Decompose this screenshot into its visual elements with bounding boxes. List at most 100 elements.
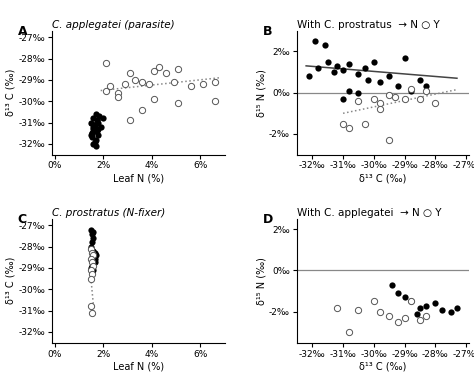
Point: [90, 252, 97, 258]
Point: [87, 265, 95, 271]
Point: [138, 79, 146, 85]
Point: [370, 96, 378, 102]
Point: [90, 229, 97, 235]
Point: [90, 263, 97, 269]
Point: [87, 267, 95, 273]
Point: [453, 305, 461, 311]
Point: [89, 231, 96, 237]
Point: [407, 87, 415, 94]
Y-axis label: δ¹⁵ N (‰): δ¹⁵ N (‰): [256, 69, 266, 117]
Point: [355, 90, 362, 96]
Point: [432, 100, 439, 106]
Point: [89, 271, 96, 278]
Point: [174, 66, 182, 72]
Point: [187, 83, 194, 89]
Point: [422, 84, 430, 90]
X-axis label: δ¹³ C (‰): δ¹³ C (‰): [359, 173, 407, 183]
Point: [361, 121, 368, 127]
Point: [100, 115, 107, 121]
Y-axis label: δ¹⁵ N (‰): δ¹⁵ N (‰): [256, 257, 266, 305]
Point: [389, 282, 396, 288]
Point: [401, 55, 409, 61]
Point: [422, 303, 430, 309]
Text: With C. prostratus  → N ○ Y: With C. prostratus → N ○ Y: [297, 20, 440, 30]
Y-axis label: δ¹³ C (‰): δ¹³ C (‰): [6, 69, 16, 116]
Point: [87, 303, 95, 310]
Point: [376, 106, 384, 112]
Point: [211, 79, 219, 85]
Point: [94, 119, 102, 126]
Point: [385, 73, 393, 79]
Text: C. prostratus (N-fixer): C. prostratus (N-fixer): [52, 208, 165, 218]
Point: [96, 113, 103, 119]
Point: [174, 100, 182, 106]
Point: [94, 132, 102, 139]
Point: [401, 96, 409, 102]
Point: [107, 83, 114, 89]
Point: [87, 276, 95, 282]
Point: [305, 73, 313, 79]
Point: [89, 250, 96, 256]
Point: [346, 329, 353, 335]
Point: [333, 63, 341, 69]
Point: [346, 87, 353, 94]
Text: C: C: [18, 213, 27, 226]
Point: [89, 239, 96, 246]
Point: [146, 81, 153, 87]
Point: [432, 300, 439, 306]
Point: [407, 85, 415, 92]
Point: [92, 111, 100, 117]
Point: [155, 64, 163, 70]
Point: [87, 226, 95, 233]
Point: [150, 68, 158, 74]
Point: [211, 98, 219, 104]
Text: B: B: [263, 25, 272, 38]
Point: [361, 65, 368, 71]
Point: [339, 96, 347, 102]
Point: [90, 261, 97, 267]
Point: [90, 126, 97, 132]
Point: [89, 134, 96, 141]
Point: [370, 59, 378, 65]
Y-axis label: δ¹³ C (‰): δ¹³ C (‰): [6, 257, 16, 305]
Point: [170, 79, 177, 85]
Point: [416, 305, 424, 311]
Point: [339, 67, 347, 73]
Point: [438, 306, 446, 313]
Point: [89, 258, 96, 264]
Point: [315, 65, 322, 71]
Point: [89, 263, 96, 269]
Point: [92, 143, 100, 149]
Point: [93, 117, 101, 124]
Point: [355, 306, 362, 313]
Point: [416, 317, 424, 323]
Point: [385, 92, 393, 98]
Point: [422, 87, 430, 94]
Point: [199, 81, 207, 87]
Point: [324, 59, 331, 65]
Point: [91, 139, 99, 145]
Point: [376, 79, 384, 85]
Point: [87, 246, 95, 252]
Point: [92, 137, 100, 143]
Point: [416, 77, 424, 84]
Text: With C. applegatei  → N ○ Y: With C. applegatei → N ○ Y: [297, 208, 441, 218]
X-axis label: δ¹³ C (‰): δ¹³ C (‰): [359, 362, 407, 372]
Point: [87, 256, 95, 263]
Point: [395, 290, 402, 296]
Point: [333, 305, 341, 311]
Point: [376, 100, 384, 106]
Point: [114, 90, 121, 96]
Point: [392, 94, 399, 100]
Point: [126, 70, 134, 77]
Point: [346, 61, 353, 67]
Point: [395, 84, 402, 90]
Point: [91, 258, 99, 264]
Point: [355, 71, 362, 77]
Point: [102, 87, 109, 94]
Point: [376, 309, 384, 315]
Point: [90, 248, 97, 254]
Point: [89, 254, 96, 260]
X-axis label: Leaf N (%): Leaf N (%): [113, 362, 164, 372]
Point: [121, 81, 129, 87]
